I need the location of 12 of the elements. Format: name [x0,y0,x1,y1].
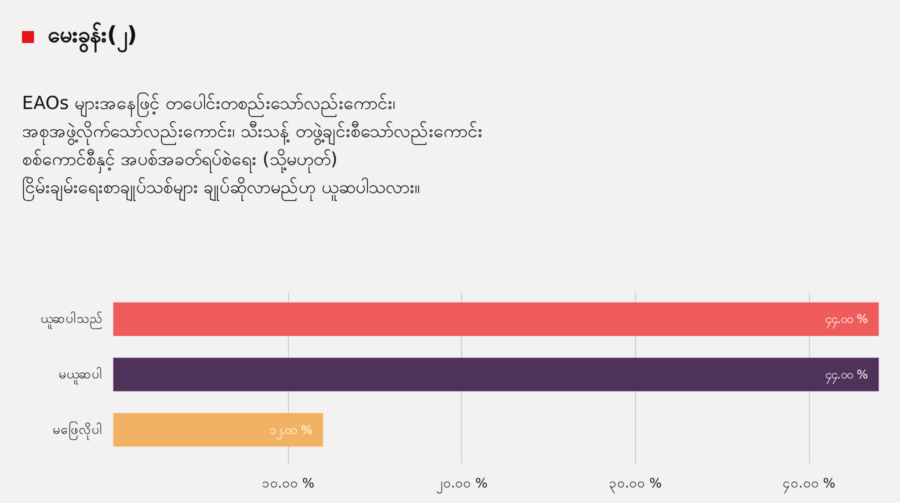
y-tick-label: မဖြေလိုပါ [52,420,102,440]
y-tick-label: မယူဆပါ [58,366,102,384]
x-tick-label: ၄၀.၀၀ % [782,476,836,494]
x-tick-label: ၂၀.၀၀ % [436,476,488,494]
chart-title: မေးခွန်း(၂) [48,21,138,53]
data-label: ၁၂.၀၀ % [269,422,312,440]
data-label: ၄၄.၀၀ % [824,312,868,330]
data-label: ၄၄.၀၀ % [824,368,868,384]
chart-subtitle: EAOs များအနေဖြင့် တပေါင်းတစည်းသော်လည်းကောင်း၊ အစုအဖွဲ့လိုက်သော်လည်းကောင်း၊ သီးသန့် တဖွဲ့ချင်းစီသော်လည်းကောင်း စစ်ကောင်စီနှင့် အပစ်အခတ်ရပ်စဲရေး (သို့မဟုတ်) ငြိမ်းချမ်းရေးစာချုပ်သစ်များ ချုပ်ဆိုလာမည်ဟု ယူဆပါသလား။ [22,92,482,202]
x-tick-label: ၃၀.၀၀ % [609,476,662,494]
y-tick-label: ယူဆပါသည် [40,311,102,330]
x-tick-label: ၁၀.၀၀ % [262,476,314,492]
